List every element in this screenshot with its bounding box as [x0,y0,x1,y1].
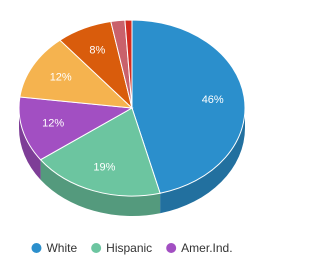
chart: 46% 19% 12% 12% 8% White Hispanic Amer.Ind. [18,19,246,255]
value-label: 12% [42,118,64,130]
value-label: 19% [93,162,115,174]
legend-swatch [166,243,177,253]
value-label: 8% [89,45,105,57]
slice [19,39,134,109]
legend-swatch [31,243,42,253]
slice-side [160,108,245,214]
slice-side [40,159,161,216]
slice [39,107,161,197]
slice [18,96,134,161]
legend-label: White [46,241,77,255]
slice [124,19,133,109]
slice-side [19,108,41,180]
slice [131,19,246,194]
legend: White Hispanic Amer.Ind. [31,241,233,255]
legend-label: Amer.Ind. [181,241,232,255]
legend-swatch [91,243,102,253]
value-label: 46% [202,94,224,106]
legend-label: Hispanic [106,241,152,255]
value-label: 12% [50,71,72,83]
